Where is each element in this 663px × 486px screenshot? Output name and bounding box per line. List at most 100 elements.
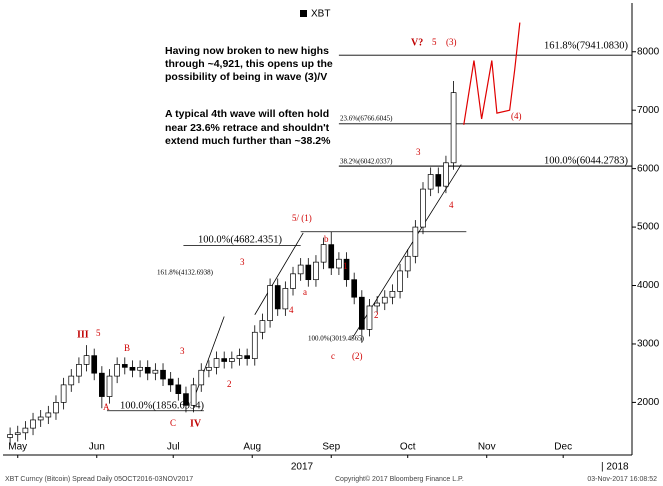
trend-line [193, 316, 225, 400]
level-note: 161.8%(4132.6938) [157, 269, 214, 277]
candle-body [37, 416, 44, 421]
candle-body [251, 331, 258, 359]
y-tick-label: 3000 [637, 339, 660, 350]
wave-label: A [103, 402, 110, 412]
candle-body [30, 419, 36, 429]
y-tick-label: 4000 [637, 280, 660, 291]
candle-body [290, 273, 296, 289]
candle-body [351, 279, 358, 298]
candle-body [305, 264, 312, 281]
wave-label: 5/ (1) [292, 213, 312, 223]
wave-label: 2 [227, 379, 232, 389]
candle-body [389, 291, 396, 298]
wave-label: a [303, 287, 307, 297]
wave-label: (4) [511, 111, 522, 121]
candle-body [53, 402, 59, 414]
level-label: 161.8%(7941.0830) [544, 40, 628, 51]
x-tick-label: Nov [478, 442, 496, 453]
y-tick-label: 2000 [637, 397, 660, 408]
x-tick-label: Sep [322, 442, 340, 453]
wave-label: IV [190, 418, 202, 429]
candle-body [160, 369, 166, 380]
candle-body [320, 244, 327, 263]
candle-body [114, 364, 120, 377]
note-text: possibility of being in wave (3)/V [165, 71, 327, 83]
candle-body [60, 384, 67, 403]
candle-body [397, 270, 403, 292]
candle-body [45, 412, 52, 418]
candle-body [297, 264, 304, 275]
candle-body [213, 358, 220, 368]
wave-label: V? [411, 37, 423, 48]
x-tick-label: May [8, 442, 27, 453]
level-label: 23.6%(6766.6045) [340, 115, 393, 123]
candle-body [443, 162, 449, 187]
wave-label: 4 [289, 305, 294, 315]
y-tick-label: 5000 [637, 222, 660, 233]
wave-label: 2 [374, 310, 379, 320]
level-label: 100.0%(1856.6934) [120, 400, 204, 411]
candle-body [99, 372, 105, 397]
candle-body [152, 369, 159, 374]
candle-body [175, 384, 182, 394]
candle-body [366, 305, 373, 330]
candle-body [183, 393, 189, 406]
candle-body [83, 355, 90, 365]
candle-body [68, 375, 75, 386]
candle-body [412, 226, 419, 257]
wave-label: 1 [343, 261, 348, 271]
candle-body [167, 378, 174, 386]
candle-body [121, 364, 128, 368]
candle-body [76, 364, 82, 377]
wave-label: (3) [446, 37, 457, 47]
legend-label: XBT [311, 9, 330, 20]
wave-label: c [331, 351, 335, 361]
candle-body [106, 375, 113, 397]
candle-body [336, 258, 342, 269]
candle-body [206, 366, 212, 371]
candle-body [190, 384, 197, 406]
level-label: 38.2%(6042.0337) [340, 158, 393, 166]
year-label: 2017 [291, 462, 314, 473]
candle-body [313, 261, 319, 281]
wave-label: C [170, 418, 176, 428]
candle-body [129, 366, 136, 371]
level-label: 100.0%(6044.2783) [544, 155, 628, 166]
wave-label: 5 [432, 37, 437, 47]
level-note: 100.0%(3019.4565) [308, 335, 365, 343]
x-tick-label: Oct [400, 442, 416, 453]
candle-body [435, 174, 442, 187]
candle-body [14, 432, 21, 435]
candle-body [244, 355, 250, 359]
candle-body [427, 174, 434, 190]
candle-body [91, 355, 98, 374]
footer-text: 03-Nov-2017 16:08:52 [587, 476, 657, 483]
note-text: extend much further than ~38.2% [165, 135, 331, 147]
wave-label: B [124, 343, 130, 353]
wave-label: 3 [180, 346, 185, 356]
candle-body [404, 255, 411, 272]
candle-body [343, 258, 350, 281]
candle-body [221, 358, 228, 362]
candle-body [229, 358, 235, 362]
candle-body [328, 244, 335, 269]
candle-body [274, 285, 281, 310]
candle-body [144, 366, 151, 374]
candle-body [198, 369, 205, 386]
wave-label: b [324, 234, 329, 244]
candle-body [137, 366, 143, 371]
candle-body [7, 434, 13, 438]
year-label: | 2018 [601, 462, 629, 473]
trend-line [254, 232, 304, 315]
note-text: A typical 4th wave will often hold [165, 108, 329, 120]
x-tick-label: Aug [243, 442, 261, 453]
footer-text: Copyright© 2017 Bloomberg Finance L.P. [335, 475, 464, 483]
projection-line [463, 22, 521, 125]
candle-body [236, 355, 243, 359]
y-tick-label: 6000 [637, 163, 660, 174]
y-tick-label: 8000 [637, 46, 660, 57]
wave-label: 4 [449, 200, 454, 210]
level-label: 100.0%(4682.4351) [198, 234, 282, 245]
y-tick-label: 7000 [637, 105, 660, 116]
